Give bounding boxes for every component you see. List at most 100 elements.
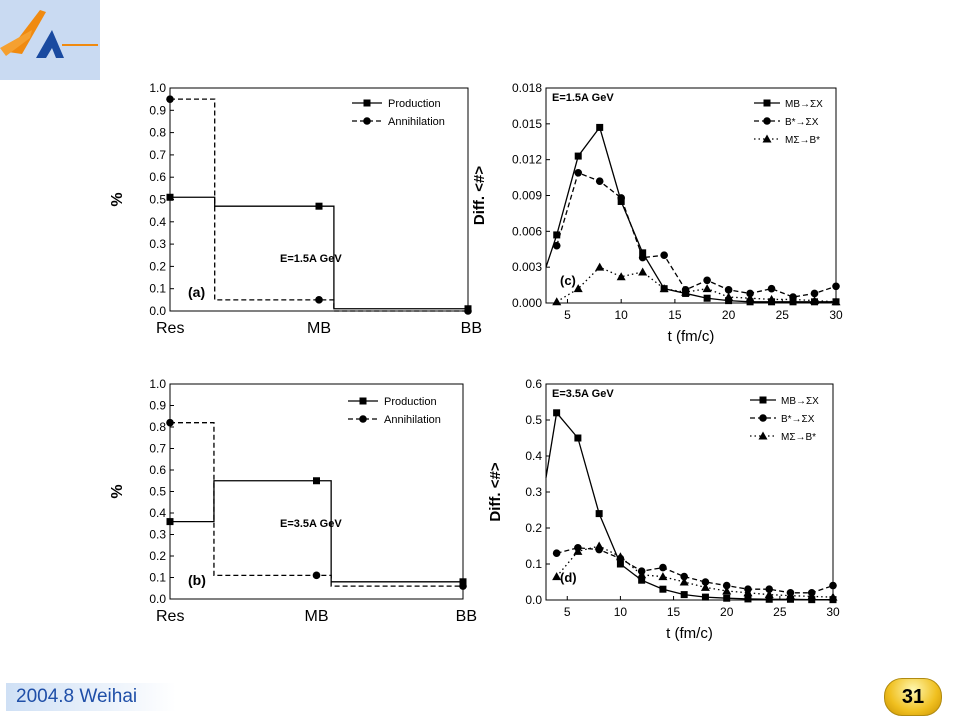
data-point-2-2 [594,541,604,550]
y-tick-label: 0.6 [149,170,166,184]
x-tick-label: 15 [668,308,682,322]
x-category-label: MB [307,320,331,337]
data-point-1-0 [552,549,561,557]
data-point-2-10 [764,590,774,599]
data-point-0-11 [765,595,773,603]
y-tick-label: 0.003 [512,260,542,274]
chart-a: 0.0 0.1 0.2 0.3 0.4 0.5 0.6 0.7 0.8 0.9 1.0 Res MB BB… [109,81,482,337]
data-point-0-0 [166,518,174,526]
data-point-1-9 [746,289,754,298]
data-point-2-6 [679,577,689,586]
data-point-2-5 [659,284,669,293]
data-point-0-2 [574,152,582,160]
x-tick-label: 30 [826,605,840,619]
data-point-1-5 [660,251,668,260]
legend-marker-2 [762,134,772,143]
energy-annotation: E=3.5A GeV [552,388,614,400]
y-tick-label: 0.7 [149,148,166,162]
x-category-label: BB [461,320,482,337]
data-point-0-4 [616,560,624,568]
data-point-1-8 [722,581,731,590]
data-point-1-12 [810,289,819,298]
y-tick-label: 0.8 [149,126,166,140]
data-point-1-0 [166,418,174,427]
data-point-0-2 [459,578,467,586]
chart-c: 0.000 0.003 0.006 0.009 0.012 0.015 0.018 5 10 15… [471,81,843,345]
legend-marker-1 [359,415,367,423]
y-tick-label: 0.015 [512,117,542,131]
x-category-label: MB [305,608,329,625]
data-point-0-8 [703,294,711,302]
y-axis-label: % [109,484,126,498]
series-step-1 [170,98,468,312]
y-tick-label: 0.9 [149,103,166,117]
y-tick-label: 0.012 [512,153,542,167]
x-tick-label: 15 [667,605,681,619]
x-category-label: BB [456,608,477,625]
x-tick-label: 5 [564,605,571,619]
data-point-1-2 [464,307,472,315]
data-point-1-0 [166,95,174,103]
y-axis-label: Diff. <#> [487,462,504,521]
data-point-0-2 [574,434,582,442]
y-tick-label: 0.1 [149,571,166,585]
data-point-1-8 [724,286,733,294]
y-axis-label: % [109,192,126,206]
series-step-0 [170,196,468,310]
legend-marker-0 [759,396,767,404]
y-tick-label: 0.2 [149,259,166,273]
logo-background [0,0,100,80]
data-point-1-10 [765,585,774,593]
energy-annotation: E=1.5A GeV [280,253,342,265]
y-tick-label: 0.018 [512,81,542,95]
series-step-0 [170,480,463,583]
legend-entry-2: MΣ→B* [785,135,820,146]
y-tick-label: 0.5 [525,413,542,427]
y-tick-label: 0.006 [512,224,542,238]
x-axis-label: t (fm/c) [666,625,713,642]
legend-entry-1: B*→ΣX [785,117,819,128]
data-point-2-13 [828,592,838,601]
data-point-1-13 [829,581,837,590]
legend-entry-0: Production [384,396,437,408]
y-tick-label: 0.8 [149,420,166,434]
data-point-2-13 [831,297,841,306]
data-point-0-9 [723,594,731,602]
y-tick-label: 0.000 [512,296,542,310]
data-point-1-10 [767,284,776,293]
chart-b: 0.0 0.1 0.2 0.3 0.4 0.5 0.6 0.7 0.8 0.9 1.0 Res MB BB… [109,377,477,625]
data-point-0-6 [659,585,667,593]
legend-entry-1: Annihilation [388,116,445,128]
data-point-0-10 [746,298,754,306]
data-point-1-2 [595,177,604,185]
legend-entry-2: MΣ→B* [781,432,816,443]
data-point-2-9 [743,588,753,597]
data-point-2-8 [724,292,734,301]
data-point-2-4 [638,267,648,276]
data-point-0-7 [680,591,688,599]
y-tick-label: 0.3 [149,237,166,251]
data-point-2-2 [595,262,605,271]
data-point-1-13 [832,282,840,291]
panel-label: (a) [188,284,205,300]
data-point-1-7 [701,578,710,586]
panel-label: (d) [560,570,577,585]
x-axis-label: t (fm/c) [668,328,715,345]
data-point-0-1 [313,477,320,485]
x-tick-label: 25 [773,605,787,619]
data-point-1-2 [459,582,467,590]
data-point-2-7 [702,284,712,293]
chart-d: 0.0 0.1 0.2 0.3 0.4 0.5 0.6 5 10 15 20 25 30 t (fm/c)… [487,377,840,642]
y-tick-label: 0.3 [525,485,542,499]
legend-marker-0 [363,99,371,107]
y-tick-label: 1.0 [149,81,166,95]
series-line-1 [556,547,834,594]
data-point-0-3 [595,510,603,518]
y-tick-label: 0.6 [149,463,166,477]
y-tick-label: 0.6 [525,377,542,391]
x-tick-label: 30 [829,308,843,322]
x-category-label: Res [156,608,184,625]
data-point-0-12 [786,595,794,603]
y-axis-label: Diff. <#> [471,166,488,225]
x-tick-label: 5 [564,308,571,322]
